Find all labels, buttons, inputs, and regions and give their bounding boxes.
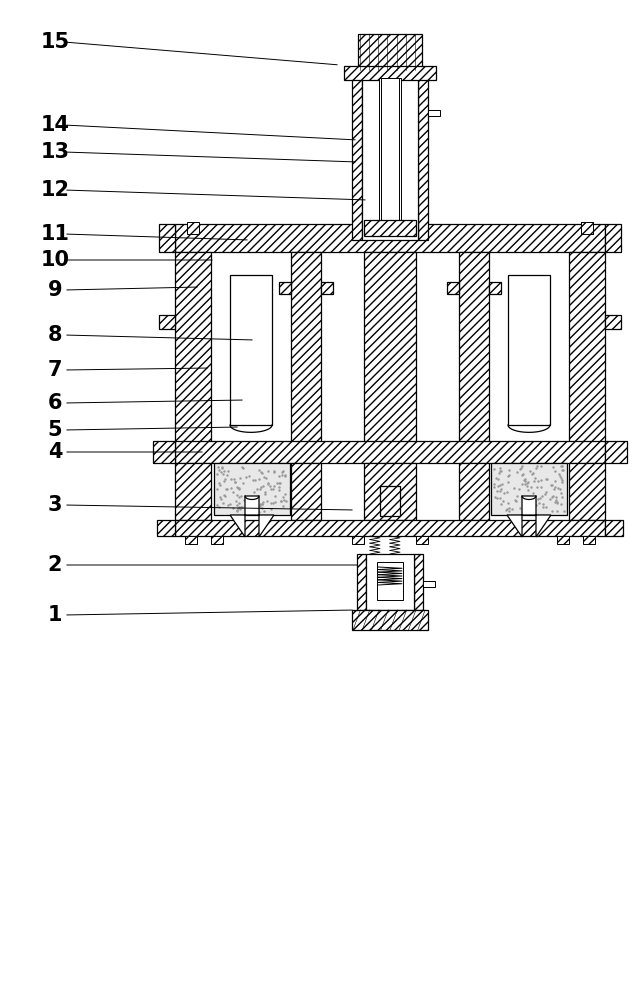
Bar bbox=[557, 536, 569, 544]
Bar bbox=[159, 224, 175, 252]
Bar bbox=[366, 554, 414, 610]
Bar bbox=[175, 441, 605, 463]
Bar bbox=[279, 282, 291, 294]
Bar bbox=[352, 70, 362, 240]
Bar bbox=[583, 536, 595, 544]
Bar bbox=[489, 252, 569, 445]
Bar bbox=[428, 109, 440, 115]
Text: 13: 13 bbox=[41, 142, 69, 162]
Bar bbox=[379, 78, 381, 220]
Bar bbox=[211, 536, 223, 544]
Bar bbox=[416, 463, 459, 520]
Polygon shape bbox=[507, 496, 551, 537]
Bar bbox=[357, 554, 366, 610]
Bar bbox=[605, 520, 623, 536]
Bar bbox=[362, 70, 418, 240]
Bar bbox=[291, 463, 321, 520]
Bar bbox=[414, 554, 423, 610]
Text: 4: 4 bbox=[48, 442, 62, 462]
Bar bbox=[399, 78, 401, 220]
Bar bbox=[605, 441, 627, 463]
Bar bbox=[491, 463, 567, 515]
Bar bbox=[321, 282, 333, 294]
Bar bbox=[211, 463, 291, 520]
Bar bbox=[185, 536, 197, 544]
Bar bbox=[581, 222, 593, 234]
Bar bbox=[489, 282, 501, 294]
Text: 9: 9 bbox=[48, 280, 62, 300]
Bar bbox=[416, 252, 459, 445]
Bar bbox=[175, 520, 605, 536]
Bar bbox=[364, 463, 416, 520]
Bar bbox=[157, 520, 175, 536]
Bar bbox=[364, 252, 416, 445]
Bar bbox=[352, 610, 428, 630]
Bar bbox=[344, 66, 436, 80]
Bar bbox=[459, 252, 489, 445]
Bar bbox=[447, 282, 459, 294]
Bar bbox=[418, 70, 428, 240]
Bar bbox=[175, 252, 211, 445]
Text: 8: 8 bbox=[48, 325, 62, 345]
Bar bbox=[381, 78, 399, 220]
Bar bbox=[416, 536, 428, 544]
Bar bbox=[508, 275, 550, 425]
Text: 5: 5 bbox=[48, 420, 62, 440]
Bar bbox=[605, 315, 621, 329]
Bar bbox=[569, 463, 605, 520]
Bar bbox=[187, 222, 199, 234]
Bar bbox=[352, 536, 364, 544]
Text: 1: 1 bbox=[48, 605, 62, 625]
Bar bbox=[489, 463, 569, 520]
Bar bbox=[569, 252, 605, 445]
Bar bbox=[175, 463, 211, 520]
Text: 15: 15 bbox=[41, 32, 70, 52]
Bar bbox=[605, 224, 621, 252]
Text: 14: 14 bbox=[41, 115, 69, 135]
Bar bbox=[159, 315, 175, 329]
Bar bbox=[214, 463, 290, 515]
Text: 2: 2 bbox=[48, 555, 62, 575]
Bar bbox=[358, 34, 422, 70]
Bar bbox=[291, 252, 321, 445]
Text: 6: 6 bbox=[48, 393, 62, 413]
Bar bbox=[581, 222, 593, 234]
Text: 3: 3 bbox=[48, 495, 62, 515]
Bar bbox=[364, 220, 416, 236]
Bar bbox=[175, 224, 605, 252]
Text: 11: 11 bbox=[41, 224, 69, 244]
Bar bbox=[211, 252, 291, 445]
Bar bbox=[321, 252, 364, 445]
Bar bbox=[423, 581, 435, 587]
Text: 7: 7 bbox=[48, 360, 62, 380]
Bar bbox=[377, 562, 403, 600]
Text: 10: 10 bbox=[41, 250, 69, 270]
Bar bbox=[230, 275, 272, 425]
Polygon shape bbox=[230, 496, 274, 537]
Bar bbox=[153, 441, 175, 463]
Bar bbox=[459, 463, 489, 520]
Bar bbox=[321, 463, 364, 520]
Bar bbox=[380, 486, 400, 516]
Text: 12: 12 bbox=[41, 180, 69, 200]
